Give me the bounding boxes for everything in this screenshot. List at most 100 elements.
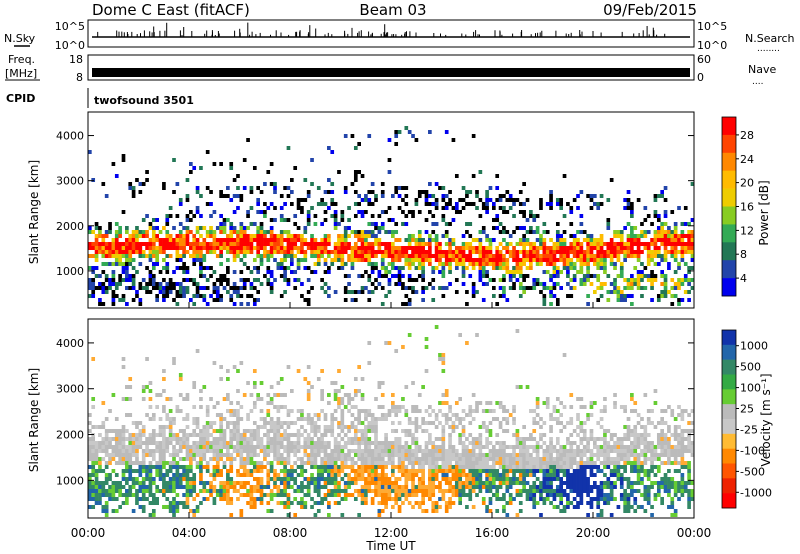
heatmap-cell (252, 405, 257, 409)
heatmap-cell (353, 258, 358, 262)
heatmap-cell (340, 437, 345, 441)
heatmap-cell (417, 238, 422, 242)
heatmap-cell (296, 246, 301, 250)
heatmap-cell (589, 206, 594, 210)
heatmap-cell (199, 250, 203, 254)
heatmap-cell (175, 250, 180, 254)
heatmap-cell (327, 286, 331, 290)
heatmap-cell (444, 449, 449, 453)
heatmap-cell (411, 469, 415, 473)
heatmap-cell (178, 282, 183, 286)
heatmap-cell (212, 361, 217, 365)
heatmap-cell (94, 461, 99, 465)
heatmap-cell (226, 445, 230, 449)
heatmap-cell (542, 246, 547, 250)
heatmap-cell (343, 425, 348, 429)
heatmap-cell (485, 425, 489, 429)
heatmap-cell (189, 242, 193, 246)
heatmap-cell (502, 230, 506, 234)
heatmap-cell (111, 274, 116, 278)
heatmap-cell (619, 246, 624, 250)
heatmap-cell (226, 393, 230, 397)
heatmap-cell (141, 397, 146, 401)
heatmap-cell (660, 282, 664, 286)
heatmap-cell (387, 413, 392, 417)
heatmap-cell (215, 290, 220, 294)
heatmap-cell (417, 246, 422, 250)
heatmap-cell (340, 513, 345, 517)
heatmap-cell (111, 262, 116, 266)
heatmap-cell (421, 258, 425, 262)
heatmap-cell (640, 278, 644, 282)
heatmap-cell (141, 477, 146, 481)
heatmap-cell (401, 453, 405, 457)
heatmap-cell (276, 453, 281, 457)
heatmap-cell (195, 465, 200, 469)
heatmap-cell (222, 445, 227, 449)
heatmap-cell (586, 262, 590, 266)
heatmap-cell (249, 282, 254, 286)
heatmap-cell (189, 481, 193, 485)
heatmap-cell (495, 485, 500, 489)
heatmap-cell (367, 222, 372, 226)
heatmap-cell (158, 445, 163, 449)
heatmap-cell (327, 425, 331, 429)
heatmap-cell (653, 250, 658, 254)
heatmap-cell (101, 290, 106, 294)
heatmap-cell (428, 493, 432, 497)
heatmap-cell (165, 449, 170, 453)
heatmap-cell (340, 421, 345, 425)
heatmap-cell (165, 222, 170, 226)
heatmap-cell (441, 433, 446, 437)
heatmap-cell (404, 465, 409, 469)
heatmap-cell (242, 158, 247, 162)
heatmap-cell (498, 421, 503, 425)
heatmap-cell (670, 238, 675, 242)
heatmap-cell (151, 413, 156, 417)
heatmap-cell (414, 501, 419, 505)
heatmap-cell (646, 254, 651, 258)
heatmap-cell (320, 477, 324, 481)
heatmap-cell (397, 461, 402, 465)
heatmap-cell (630, 242, 634, 246)
heatmap-cell (448, 433, 452, 437)
heatmap-cell (417, 485, 422, 489)
heatmap-cell (185, 413, 190, 417)
heatmap-cell (239, 513, 244, 517)
heatmap-cell (212, 473, 217, 477)
heatmap-cell (630, 246, 634, 250)
heatmap-cell (562, 509, 567, 513)
heatmap-cell (636, 242, 641, 246)
heatmap-cell (380, 302, 385, 306)
heatmap-cell (471, 174, 476, 178)
heatmap-cell (118, 453, 122, 457)
heatmap-cell (687, 234, 691, 238)
heatmap-cell (330, 258, 335, 262)
heatmap-cell (367, 425, 372, 429)
heatmap-cell (552, 417, 557, 421)
heatmap-cell (478, 214, 483, 218)
heatmap-cell (502, 477, 506, 481)
heatmap-cell (478, 170, 483, 174)
heatmap-cell (279, 262, 284, 266)
heatmap-cell (175, 409, 180, 413)
heatmap-cell (259, 449, 264, 453)
heatmap-cell (643, 266, 648, 270)
heatmap-cell (394, 465, 399, 469)
heatmap-cell (199, 441, 203, 445)
heatmap-cell (458, 473, 462, 477)
heatmap-cell (313, 222, 318, 226)
heatmap-cell (175, 266, 180, 270)
heatmap-cell (465, 493, 469, 497)
heatmap-cell (168, 417, 173, 421)
heatmap-cell (138, 182, 143, 186)
heatmap-cell (94, 226, 99, 230)
heatmap-cell (559, 421, 563, 425)
heatmap-cell (209, 441, 213, 445)
heatmap-cell (276, 266, 281, 270)
heatmap-cell (313, 489, 318, 493)
heatmap-cell (121, 445, 126, 449)
heatmap-cell (296, 266, 301, 270)
heatmap-cell (411, 214, 415, 218)
heatmap-cell (279, 242, 284, 246)
